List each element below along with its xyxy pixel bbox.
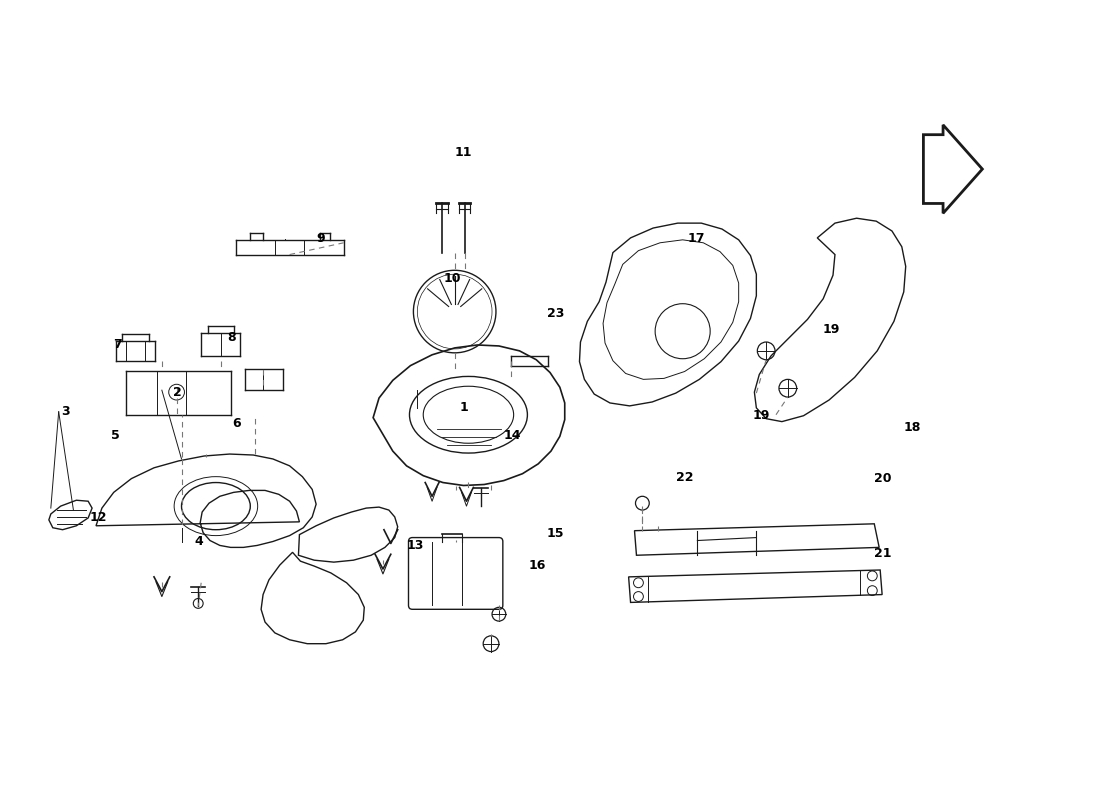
Text: 22: 22 xyxy=(676,470,694,483)
Text: 17: 17 xyxy=(688,232,705,246)
Text: 16: 16 xyxy=(528,558,546,571)
Text: 9: 9 xyxy=(317,232,326,246)
Text: 15: 15 xyxy=(547,527,564,540)
Text: 4: 4 xyxy=(195,535,204,548)
Text: 20: 20 xyxy=(874,472,892,485)
Text: 19: 19 xyxy=(823,322,839,336)
Text: 10: 10 xyxy=(444,272,462,285)
Text: 12: 12 xyxy=(89,511,107,525)
Text: 2: 2 xyxy=(173,386,182,398)
Text: 3: 3 xyxy=(62,406,70,418)
Text: 18: 18 xyxy=(903,421,921,434)
Text: 19: 19 xyxy=(752,410,770,422)
Text: 11: 11 xyxy=(454,146,472,159)
Text: 8: 8 xyxy=(227,330,235,344)
Text: 6: 6 xyxy=(232,417,241,430)
Text: 21: 21 xyxy=(874,546,892,560)
Text: 14: 14 xyxy=(504,429,521,442)
Text: 7: 7 xyxy=(113,338,122,351)
Text: 5: 5 xyxy=(111,429,120,442)
Text: 1: 1 xyxy=(459,402,468,414)
Text: 13: 13 xyxy=(406,539,424,552)
Text: 23: 23 xyxy=(547,307,564,320)
